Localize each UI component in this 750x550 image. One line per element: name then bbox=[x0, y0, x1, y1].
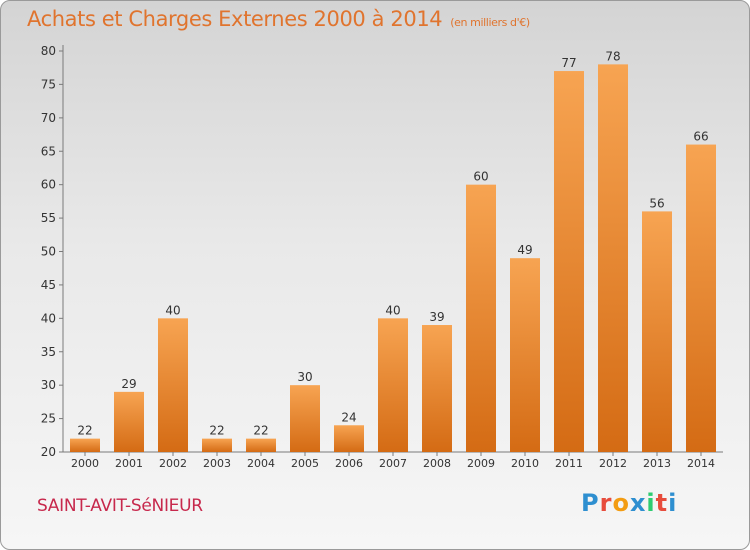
y-tick-label: 25 bbox=[41, 412, 56, 426]
bar-2004 bbox=[246, 438, 276, 452]
y-tick-label: 30 bbox=[41, 378, 56, 392]
x-tick-label-2004: 2004 bbox=[247, 457, 275, 470]
value-label-2004: 22 bbox=[253, 424, 268, 438]
logo-letter: x bbox=[629, 489, 647, 517]
chart-subtitle: (en milliers d'€) bbox=[450, 16, 530, 29]
y-tick-label: 20 bbox=[41, 445, 56, 459]
x-tick-label-2013: 2013 bbox=[643, 457, 671, 470]
value-label-2011: 77 bbox=[561, 56, 576, 70]
y-tick-label: 55 bbox=[41, 211, 56, 225]
x-tick-label-2008: 2008 bbox=[423, 457, 451, 470]
bar-2009 bbox=[466, 184, 496, 452]
bar-2003 bbox=[202, 438, 232, 452]
proxiti-logo[interactable]: Proxiti bbox=[581, 489, 677, 517]
bar-2006 bbox=[334, 425, 364, 452]
y-tick-label: 75 bbox=[41, 77, 56, 91]
x-tick-label-2000: 2000 bbox=[71, 457, 99, 470]
chart-title-text: Achats et Charges Externes 2000 à 2014 bbox=[27, 7, 443, 31]
value-label-2001: 29 bbox=[121, 377, 136, 391]
x-tick-label-2012: 2012 bbox=[599, 457, 627, 470]
bar-2005 bbox=[290, 385, 320, 452]
y-tick-label: 40 bbox=[41, 311, 56, 325]
value-label-2005: 30 bbox=[297, 370, 312, 384]
x-tick-label-2014: 2014 bbox=[687, 457, 715, 470]
value-label-2007: 40 bbox=[385, 303, 400, 317]
bar-2001 bbox=[114, 391, 144, 452]
value-label-2002: 40 bbox=[165, 303, 180, 317]
value-label-2014: 66 bbox=[693, 130, 708, 144]
value-label-2010: 49 bbox=[517, 243, 532, 257]
y-tick-label: 50 bbox=[41, 245, 56, 259]
value-label-2006: 24 bbox=[341, 410, 356, 424]
x-tick-label-2011: 2011 bbox=[555, 457, 583, 470]
value-label-2013: 56 bbox=[649, 196, 664, 210]
y-tick-label: 65 bbox=[41, 144, 56, 158]
logo-letter: i bbox=[646, 489, 656, 517]
x-tick-label-2007: 2007 bbox=[379, 457, 407, 470]
logo-letter: t bbox=[655, 489, 669, 517]
bar-2011 bbox=[554, 71, 584, 453]
bar-2012 bbox=[598, 64, 628, 452]
bar-2010 bbox=[510, 258, 540, 452]
value-label-2003: 22 bbox=[209, 424, 224, 438]
value-label-2008: 39 bbox=[429, 310, 444, 324]
bar-2000 bbox=[70, 438, 100, 452]
x-tick-label-2002: 2002 bbox=[159, 457, 187, 470]
x-tick-label-2006: 2006 bbox=[335, 457, 363, 470]
y-tick-label: 80 bbox=[41, 44, 56, 58]
value-label-2000: 22 bbox=[77, 424, 92, 438]
x-tick-label-2010: 2010 bbox=[511, 457, 539, 470]
logo-letter: r bbox=[599, 489, 613, 517]
bar-2013 bbox=[642, 211, 672, 452]
x-tick-label-2001: 2001 bbox=[115, 457, 143, 470]
logo-letter: i bbox=[668, 489, 678, 517]
value-label-2009: 60 bbox=[473, 170, 488, 184]
y-tick-label: 70 bbox=[41, 111, 56, 125]
commune-name: SAINT-AVIT-SéNIEUR bbox=[37, 496, 203, 516]
x-tick-label-2009: 2009 bbox=[467, 457, 495, 470]
bar-2008 bbox=[422, 325, 452, 452]
value-label-2012: 78 bbox=[605, 49, 620, 63]
y-tick-label: 35 bbox=[41, 345, 56, 359]
bar-2014 bbox=[686, 144, 716, 453]
y-tick-label: 60 bbox=[41, 178, 56, 192]
bar-2007 bbox=[378, 318, 408, 452]
x-tick-label-2003: 2003 bbox=[203, 457, 231, 470]
bar-2002 bbox=[158, 318, 188, 452]
chart-title: Achats et Charges Externes 2000 à 2014 (e… bbox=[27, 7, 530, 31]
logo-letter: P bbox=[581, 489, 600, 517]
x-tick-label-2005: 2005 bbox=[291, 457, 319, 470]
y-tick-label: 45 bbox=[41, 278, 56, 292]
logo-letter: o bbox=[612, 489, 630, 517]
